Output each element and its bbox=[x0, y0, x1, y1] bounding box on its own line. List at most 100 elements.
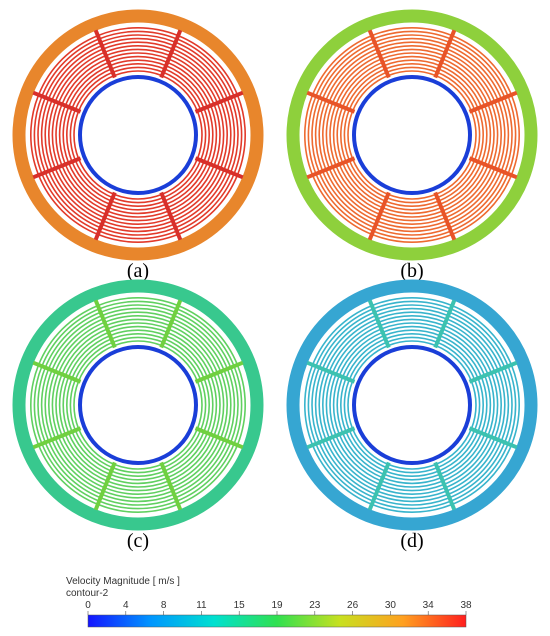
coil bbox=[69, 336, 207, 474]
coil bbox=[311, 304, 513, 506]
colorbar-tick-label: 19 bbox=[271, 600, 283, 611]
coil bbox=[332, 325, 492, 485]
spacer bbox=[194, 156, 244, 180]
coil bbox=[318, 41, 506, 229]
coil bbox=[329, 52, 495, 218]
coil bbox=[332, 55, 492, 215]
coil bbox=[343, 336, 481, 474]
coil bbox=[336, 329, 488, 481]
colorbar-tick-label: 8 bbox=[161, 600, 167, 611]
coil bbox=[307, 30, 517, 240]
coil bbox=[30, 27, 246, 243]
coil bbox=[325, 318, 499, 492]
colorbar-tick-label: 26 bbox=[347, 600, 359, 611]
spacer bbox=[93, 461, 117, 511]
colorbar-tick-label: 30 bbox=[385, 600, 397, 611]
coil bbox=[318, 311, 506, 499]
coil bbox=[303, 296, 520, 513]
coil bbox=[347, 340, 477, 470]
spacer bbox=[194, 360, 244, 384]
spacer bbox=[433, 299, 457, 349]
colorbar-tick-label: 15 bbox=[234, 600, 246, 611]
coil bbox=[343, 66, 481, 204]
coil bbox=[44, 311, 232, 499]
spacer bbox=[468, 90, 518, 114]
spacer bbox=[367, 461, 391, 511]
outer-ring bbox=[12, 279, 264, 531]
panel-label: (d) bbox=[400, 530, 423, 552]
colorbar-tick-label: 38 bbox=[460, 600, 472, 611]
spacer bbox=[433, 191, 457, 241]
spacer bbox=[194, 90, 244, 114]
coil bbox=[339, 63, 484, 207]
spacer bbox=[159, 191, 183, 241]
spacer bbox=[159, 29, 183, 79]
spacer bbox=[306, 426, 356, 450]
coil bbox=[321, 45, 502, 225]
coil bbox=[40, 307, 236, 503]
spacer bbox=[32, 90, 82, 114]
spacer bbox=[306, 156, 356, 180]
spacer bbox=[32, 360, 82, 384]
panel-label: (b) bbox=[400, 260, 423, 282]
coil bbox=[314, 307, 510, 503]
inner-ring bbox=[352, 75, 472, 195]
inner-ring bbox=[352, 345, 472, 465]
spacer bbox=[367, 29, 391, 79]
coil bbox=[73, 340, 203, 470]
coil bbox=[58, 55, 218, 215]
inner-ring bbox=[78, 345, 198, 465]
outer-ring bbox=[286, 9, 538, 261]
outer-ring bbox=[286, 279, 538, 531]
coil bbox=[51, 318, 225, 492]
panel-label: (c) bbox=[127, 530, 149, 552]
colorbar-subtitle: contour-2 bbox=[66, 588, 109, 599]
coil bbox=[303, 27, 520, 243]
coil bbox=[69, 66, 207, 204]
spacer bbox=[367, 191, 391, 241]
coil bbox=[347, 70, 477, 200]
coil bbox=[51, 48, 225, 222]
coil bbox=[55, 52, 221, 218]
panels: (a) (b) (c) (d) bbox=[12, 9, 538, 552]
coil bbox=[44, 41, 232, 229]
spacer bbox=[93, 29, 117, 79]
spacer bbox=[32, 426, 82, 450]
coil bbox=[336, 59, 488, 211]
colorbar-tick-label: 11 bbox=[196, 600, 207, 611]
coil bbox=[62, 329, 214, 481]
coil bbox=[55, 322, 221, 488]
coil bbox=[37, 34, 239, 236]
spacer bbox=[194, 426, 244, 450]
coil bbox=[329, 322, 495, 488]
coil bbox=[48, 314, 228, 495]
spacer bbox=[306, 90, 356, 114]
spacer bbox=[433, 461, 457, 511]
spacer bbox=[93, 191, 117, 241]
coil bbox=[30, 296, 246, 513]
coil bbox=[325, 48, 499, 222]
spacer bbox=[93, 299, 117, 349]
coil bbox=[40, 37, 236, 233]
coil bbox=[62, 59, 214, 211]
panel-label: (a) bbox=[127, 260, 149, 282]
coil bbox=[311, 34, 513, 236]
colorbar bbox=[87, 614, 467, 628]
coil bbox=[307, 300, 517, 510]
coil bbox=[66, 332, 210, 477]
coil bbox=[321, 314, 502, 495]
spacer bbox=[367, 299, 391, 349]
colorbar-tick-label: 34 bbox=[423, 600, 435, 611]
coil bbox=[48, 45, 228, 225]
coil bbox=[339, 332, 484, 477]
spacer bbox=[159, 299, 183, 349]
coil bbox=[66, 63, 210, 207]
coil bbox=[314, 37, 510, 233]
spacer bbox=[32, 156, 82, 180]
spacer bbox=[433, 29, 457, 79]
coil bbox=[37, 304, 239, 506]
spacer bbox=[468, 360, 518, 384]
coil bbox=[33, 300, 243, 510]
spacer bbox=[468, 156, 518, 180]
